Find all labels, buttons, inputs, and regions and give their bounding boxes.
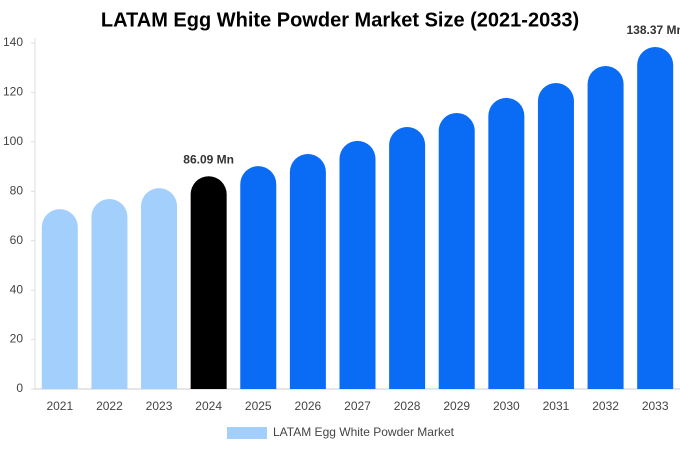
x-tick-label: 2025 (245, 399, 272, 413)
bar (190, 176, 227, 389)
x-tick-label: 2028 (394, 399, 421, 413)
bar (637, 47, 674, 389)
x-tick-label: 2023 (146, 399, 173, 413)
bar (41, 209, 78, 389)
y-tick-label: 40 (10, 282, 24, 296)
x-tick-label: 2027 (344, 399, 371, 413)
y-tick-label: 20 (10, 332, 24, 346)
value-label: 138.37 Mn (627, 23, 680, 37)
y-tick-label: 100 (3, 134, 23, 148)
y-tick-label: 0 (16, 381, 23, 395)
x-tick-label: 2029 (443, 399, 470, 413)
bar (240, 166, 277, 389)
x-tick-label: 2024 (195, 399, 222, 413)
bar (389, 127, 426, 389)
legend-label: LATAM Egg White Powder Market (273, 425, 455, 439)
x-tick-label: 2021 (46, 399, 73, 413)
y-tick-label: 80 (10, 183, 24, 197)
bar (537, 83, 574, 389)
y-tick-label: 140 (3, 35, 23, 49)
x-tick-label: 2022 (96, 399, 123, 413)
bar (141, 188, 178, 389)
x-tick-label: 2033 (642, 399, 669, 413)
x-tick-label: 2026 (295, 399, 322, 413)
x-tick-label: 2031 (543, 399, 570, 413)
x-tick-label: 2030 (493, 399, 520, 413)
bar (339, 140, 376, 389)
bar (587, 65, 624, 389)
y-tick-label: 120 (3, 85, 23, 99)
value-label: 86.09 Mn (183, 152, 234, 166)
bar (91, 198, 128, 389)
bar (438, 112, 475, 390)
chart-title: LATAM Egg White Powder Market Size (2021… (101, 9, 579, 31)
bar (289, 153, 326, 389)
x-tick-label: 2032 (592, 399, 619, 413)
bar (488, 97, 525, 390)
legend-swatch (227, 427, 267, 439)
y-tick-label: 60 (10, 233, 24, 247)
